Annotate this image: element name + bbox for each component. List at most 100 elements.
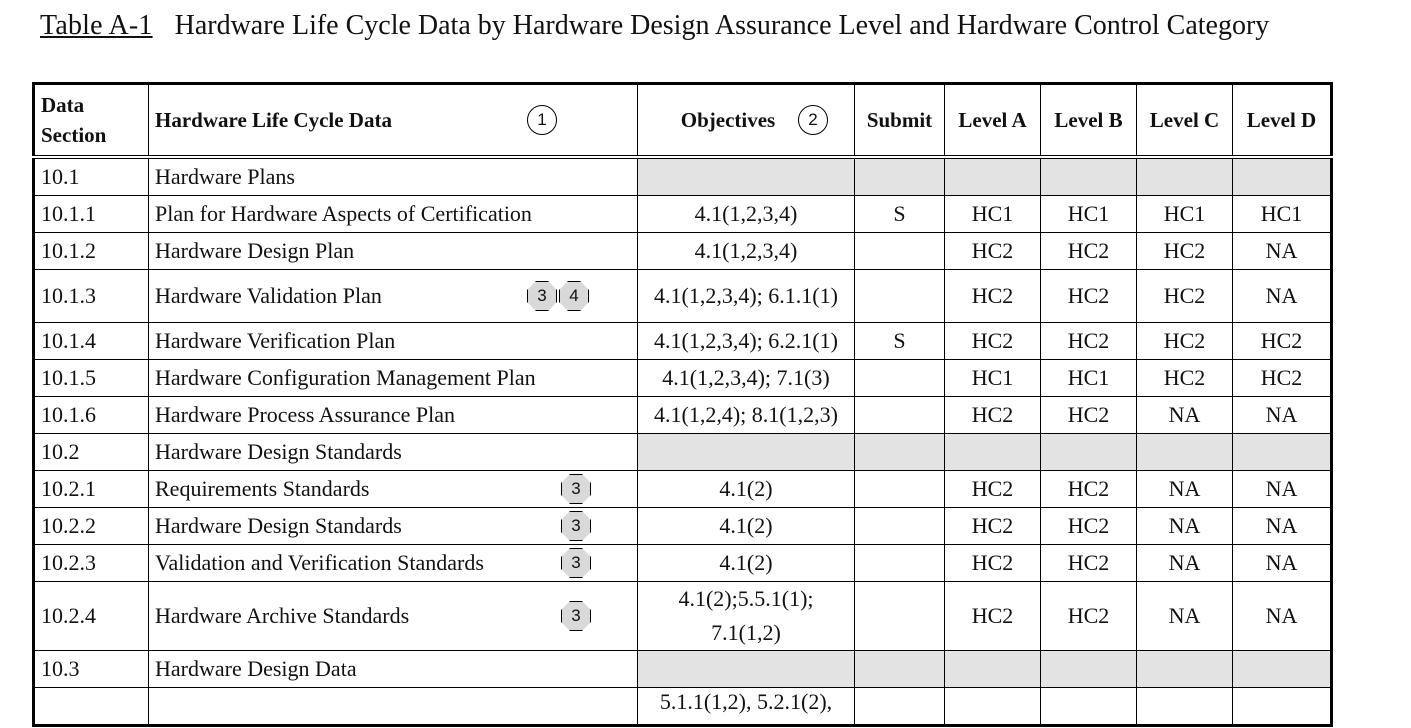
life-cycle-data-label: Hardware Design Plan — [155, 238, 355, 263]
level-b-cell: HC2 — [1040, 232, 1137, 270]
life-cycle-data-cell: Hardware Process Assurance Plan — [148, 396, 638, 434]
level-d-cell: NA — [1232, 396, 1332, 434]
submit-cell — [854, 470, 945, 508]
life-cycle-data-cell: Hardware Validation Plan 3 4 — [148, 269, 638, 323]
level-d-cell — [1232, 156, 1332, 196]
data-section-cell: 10.1.3 — [33, 269, 149, 323]
level-a-cell: HC2 — [944, 232, 1041, 270]
table-row: 10.2.2 Hardware Design Standards 3 4.1(2) HC… — [33, 507, 1332, 545]
table-number: Table A-1 — [40, 10, 153, 41]
table-row: 10.2.4 Hardware Archive Standards 3 4.1(2);… — [33, 581, 1332, 651]
level-a-cell — [944, 650, 1041, 688]
submit-cell — [854, 581, 945, 651]
note-3-icon: 3 — [527, 281, 557, 311]
data-section-cell: 10.1.2 — [33, 232, 149, 270]
level-a-cell: HC2 — [944, 470, 1041, 508]
level-b-cell: HC2 — [1040, 470, 1137, 508]
header-level-b: Level B — [1040, 83, 1137, 159]
submit-cell: S — [854, 195, 945, 233]
level-b-cell — [1040, 156, 1137, 196]
data-section-cell: 10.2.2 — [33, 507, 149, 545]
level-b-cell — [1040, 687, 1137, 726]
objectives-cell: 4.1(1,2,3,4); 6.1.1(1) — [637, 269, 855, 323]
objectives-cell: 4.1(1,2,4); 8.1(1,2,3) — [637, 396, 855, 434]
level-b-cell — [1040, 433, 1137, 471]
life-cycle-data-cell: Hardware Design Plan — [148, 232, 638, 270]
life-cycle-data-cell: Validation and Verification Standards 3 — [148, 544, 638, 582]
level-c-cell — [1136, 433, 1233, 471]
table-row: 10.1.4 Hardware Verification Plan 4.1(1,2,… — [33, 322, 1332, 360]
table-row: 10.1.6 Hardware Process Assurance Plan 4.1… — [33, 396, 1332, 434]
note-2-icon: 2 — [798, 105, 828, 135]
life-cycle-data-label: Hardware Verification Plan — [155, 328, 396, 353]
objectives-cell: 4.1(2) — [637, 544, 855, 582]
level-b-cell: HC1 — [1040, 359, 1137, 397]
life-cycle-data-table: Data Section Hardware Life Cycle Data 1 … — [32, 82, 1333, 727]
objectives-cell — [637, 433, 855, 471]
table-row: 10.2.3 Validation and Verification Standa… — [33, 544, 1332, 582]
level-a-cell: HC2 — [944, 581, 1041, 651]
level-d-cell: HC2 — [1232, 322, 1332, 360]
life-cycle-data-cell: Hardware Design Data — [148, 650, 638, 688]
level-b-cell: HC2 — [1040, 322, 1137, 360]
level-d-cell — [1232, 433, 1332, 471]
submit-cell — [854, 156, 945, 196]
note-3-icon: 3 — [561, 474, 591, 504]
table-row: 10.1.2 Hardware Design Plan 4.1(1,2,3,4) HC… — [33, 232, 1332, 270]
level-d-cell — [1232, 687, 1332, 726]
level-a-cell: HC2 — [944, 396, 1041, 434]
header-life-cycle-data-label: Hardware Life Cycle Data — [155, 107, 392, 132]
objectives-cell: 4.1(1,2,3,4) — [637, 195, 855, 233]
header-level-c: Level C — [1136, 83, 1233, 159]
header-objectives-label: Objectives — [680, 107, 776, 132]
data-section-cell: 10.2.3 — [33, 544, 149, 582]
level-d-cell: HC2 — [1232, 359, 1332, 397]
submit-cell — [854, 396, 945, 434]
level-c-cell: HC2 — [1136, 359, 1233, 397]
table-row: 10.1 Hardware Plans — [33, 156, 1332, 196]
table-caption: Table A-1 Hardware Life Cycle Data by Har… — [32, 6, 1330, 45]
level-c-cell: NA — [1136, 581, 1233, 651]
life-cycle-data-label: Plan for Hardware Aspects of Certificati… — [155, 201, 532, 226]
life-cycle-data-label: Hardware Design Data — [155, 656, 357, 681]
level-c-cell: NA — [1136, 544, 1233, 582]
header-submit: Submit — [854, 83, 945, 159]
life-cycle-data-cell: Hardware Design Standards — [148, 433, 638, 471]
level-d-cell: NA — [1232, 269, 1332, 323]
table-row: 5.1.1(1,2), 5.2.1(2), — [33, 687, 1332, 726]
table-row: 10.3 Hardware Design Data — [33, 650, 1332, 688]
life-cycle-data-label: Hardware Plans — [155, 164, 295, 189]
life-cycle-data-cell: Requirements Standards 3 — [148, 470, 638, 508]
table-row: 10.2.1 Requirements Standards 3 4.1(2) HC2 HC… — [33, 470, 1332, 508]
submit-cell — [854, 544, 945, 582]
level-d-cell — [1232, 650, 1332, 688]
objectives-cell — [637, 650, 855, 688]
note-markers: 3 — [561, 474, 591, 504]
level-c-cell: HC2 — [1136, 322, 1233, 360]
level-d-cell: NA — [1232, 507, 1332, 545]
data-section-cell: 10.2 — [33, 433, 149, 471]
level-d-cell: HC1 — [1232, 195, 1332, 233]
objectives-cell — [637, 156, 855, 196]
table-row: 10.1.3 Hardware Validation Plan 3 4 4.1(1,2,… — [33, 269, 1332, 323]
header-data-section: Data Section — [33, 83, 149, 159]
life-cycle-data-label: Hardware Validation Plan — [155, 283, 382, 308]
life-cycle-data-label: Hardware Configuration Management Plan — [155, 365, 536, 390]
data-section-cell: 10.1.5 — [33, 359, 149, 397]
submit-cell: S — [854, 322, 945, 360]
note-3-icon: 3 — [561, 601, 591, 631]
level-c-cell: HC2 — [1136, 269, 1233, 323]
life-cycle-data-label: Hardware Design Standards — [155, 513, 402, 538]
level-c-cell — [1136, 650, 1233, 688]
submit-cell — [854, 269, 945, 323]
life-cycle-data-cell: Plan for Hardware Aspects of Certificati… — [148, 195, 638, 233]
level-c-cell — [1136, 687, 1233, 726]
table-row: 10.1.1 Plan for Hardware Aspects of Certi… — [33, 195, 1332, 233]
level-c-cell: HC2 — [1136, 232, 1233, 270]
note-4-icon: 4 — [559, 281, 589, 311]
life-cycle-data-cell — [148, 687, 638, 726]
life-cycle-data-label: Hardware Process Assurance Plan — [155, 402, 455, 427]
data-section-cell: 10.1.6 — [33, 396, 149, 434]
note-markers: 3 — [561, 601, 591, 631]
